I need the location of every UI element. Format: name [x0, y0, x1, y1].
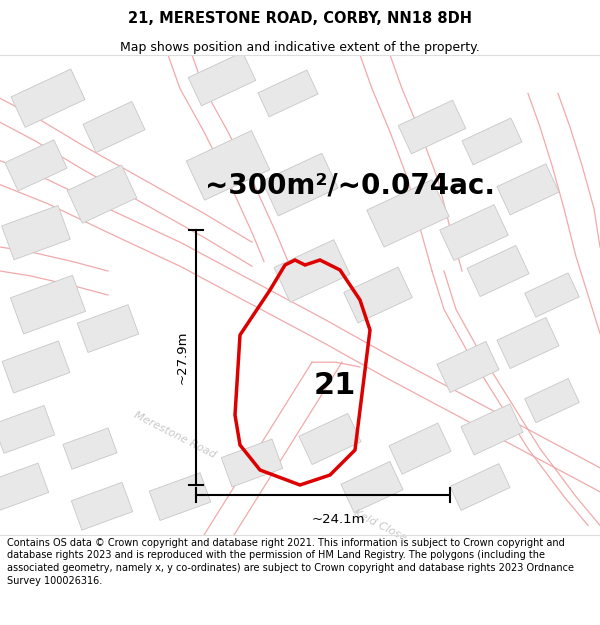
- Bar: [149, 472, 211, 521]
- Bar: [497, 164, 559, 215]
- Text: Merestone Road: Merestone Road: [133, 410, 218, 460]
- Bar: [524, 379, 580, 423]
- Bar: [367, 180, 449, 247]
- Bar: [2, 206, 70, 260]
- Bar: [274, 239, 350, 302]
- Text: ~27.9m: ~27.9m: [176, 331, 188, 384]
- Bar: [462, 118, 522, 165]
- Bar: [71, 482, 133, 530]
- Bar: [344, 267, 412, 323]
- Bar: [83, 101, 145, 152]
- Bar: [467, 246, 529, 296]
- Text: Map shows position and indicative extent of the property.: Map shows position and indicative extent…: [120, 41, 480, 54]
- Bar: [497, 318, 559, 369]
- Text: Contains OS data © Crown copyright and database right 2021. This information is : Contains OS data © Crown copyright and d…: [7, 538, 574, 586]
- Bar: [5, 140, 67, 191]
- Bar: [440, 205, 508, 261]
- Text: ~300m²/~0.074ac.: ~300m²/~0.074ac.: [205, 171, 495, 199]
- Bar: [258, 70, 318, 117]
- Bar: [0, 463, 49, 511]
- Bar: [2, 341, 70, 393]
- Text: Keld Close: Keld Close: [352, 508, 408, 542]
- Bar: [398, 100, 466, 154]
- Bar: [299, 414, 361, 464]
- Bar: [63, 428, 117, 469]
- Text: 21: 21: [314, 371, 356, 399]
- Bar: [188, 52, 256, 106]
- Bar: [77, 305, 139, 352]
- Text: 21, MERESTONE ROAD, CORBY, NN18 8DH: 21, MERESTONE ROAD, CORBY, NN18 8DH: [128, 11, 472, 26]
- Bar: [67, 165, 137, 223]
- Bar: [186, 131, 270, 200]
- Bar: [461, 404, 523, 455]
- Bar: [11, 69, 85, 128]
- Bar: [341, 461, 403, 512]
- Bar: [524, 273, 580, 317]
- Bar: [262, 153, 338, 216]
- Bar: [221, 439, 283, 487]
- Bar: [450, 464, 510, 511]
- Text: ~24.1m: ~24.1m: [311, 513, 365, 526]
- Bar: [0, 406, 55, 453]
- Bar: [389, 423, 451, 474]
- Bar: [437, 341, 499, 392]
- Bar: [10, 275, 86, 334]
